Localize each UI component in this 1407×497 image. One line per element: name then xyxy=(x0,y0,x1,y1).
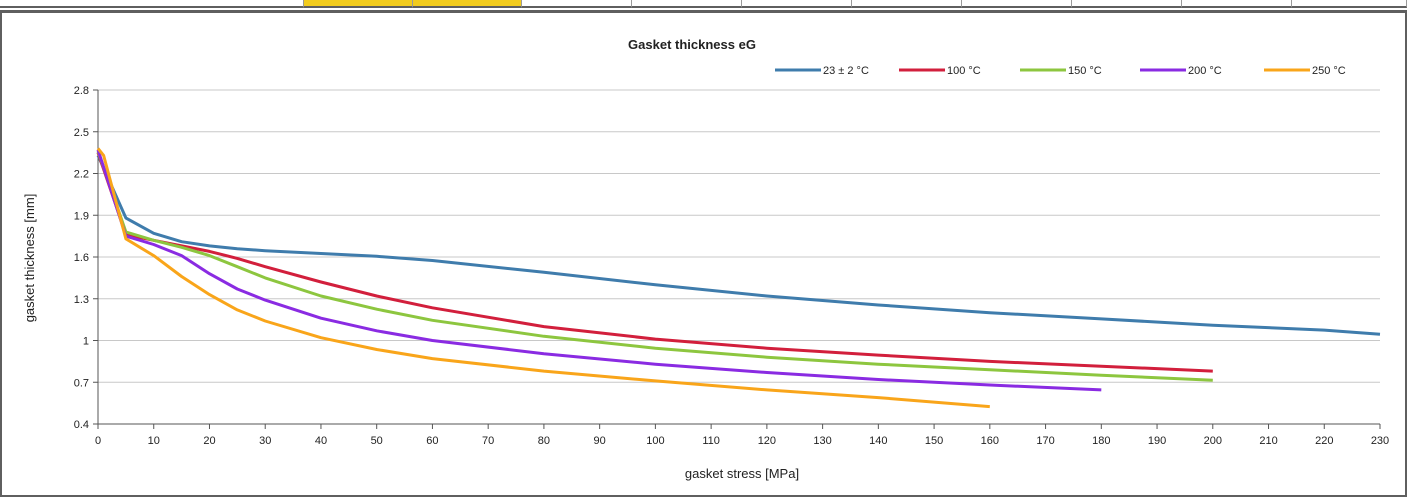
strip-cell xyxy=(522,0,632,8)
x-tick-label: 40 xyxy=(315,435,327,447)
strip-cell xyxy=(962,0,1072,8)
strip-cell xyxy=(632,0,742,8)
strip-cell xyxy=(0,0,304,8)
x-axis-title: gasket stress [MPa] xyxy=(685,466,799,481)
series-line-2 xyxy=(96,152,1213,373)
x-tick-label: 140 xyxy=(869,435,887,447)
x-tick-label: 50 xyxy=(371,435,383,447)
y-axis-title: gasket thickness [mm] xyxy=(22,194,37,323)
legend-label: 23 ± 2 °C xyxy=(823,65,869,77)
x-tick-label: 130 xyxy=(813,435,831,447)
y-tick-label: 2.2 xyxy=(74,169,89,181)
x-tick-label: 60 xyxy=(426,435,438,447)
x-tick-label: 20 xyxy=(203,435,215,447)
chart-panel: Gasket thickness eG 0.4 0.7 1 1.3 1.6 1.9 2.2 2… xyxy=(0,10,1407,497)
x-tick-label: 230 xyxy=(1371,435,1389,447)
x-tick-label: 10 xyxy=(148,435,160,447)
chart-title: Gasket thickness eG xyxy=(628,37,756,52)
legend-label: 150 °C xyxy=(1068,65,1102,77)
x-tick-label: 200 xyxy=(1204,435,1222,447)
y-tick-label: 1 xyxy=(83,336,89,348)
x-tick-label: 190 xyxy=(1148,435,1166,447)
series-line-3 xyxy=(96,150,1213,382)
x-tick-label: 0 xyxy=(95,435,101,447)
x-tick-label: 180 xyxy=(1092,435,1110,447)
y-tick-label: 1.9 xyxy=(74,210,89,222)
x-tick-label: 210 xyxy=(1259,435,1277,447)
strip-cell xyxy=(1292,0,1407,8)
strip-cell xyxy=(1182,0,1292,8)
legend-label: 200 °C xyxy=(1188,65,1222,77)
x-tick-label: 160 xyxy=(981,435,999,447)
x-tick-label: 170 xyxy=(1036,435,1054,447)
x-tick-label: 120 xyxy=(758,435,776,447)
x-tick-label: 220 xyxy=(1315,435,1333,447)
series-lines xyxy=(96,147,1381,409)
series-line-1 xyxy=(96,154,1381,336)
legend-label: 250 °C xyxy=(1312,65,1346,77)
x-tick-label: 110 xyxy=(702,435,720,447)
y-tick-label: 1.3 xyxy=(74,294,89,306)
strip-cell-highlight xyxy=(413,0,522,8)
series-line-4 xyxy=(96,149,1102,392)
series-line-5 xyxy=(96,147,990,409)
top-table-strip xyxy=(0,0,1407,10)
gridlines xyxy=(98,89,1380,383)
x-tick-label: 70 xyxy=(482,435,494,447)
y-tick-label: 2.5 xyxy=(74,127,89,139)
y-tick-label: 0.7 xyxy=(74,377,89,389)
strip-cell xyxy=(742,0,852,8)
y-tick-label: 1.6 xyxy=(74,252,89,264)
axes: 0.4 0.7 1 1.3 1.6 1.9 2.2 2.5 2.8 0 10 20 30 40 50 60 70… xyxy=(74,85,1389,447)
strip-cell xyxy=(852,0,962,8)
legend: 23 ± 2 °C 100 °C 150 °C 200 °C 250 °C xyxy=(775,65,1346,77)
x-tick-label: 80 xyxy=(538,435,550,447)
x-tick-label: 90 xyxy=(594,435,606,447)
x-tick-label: 150 xyxy=(925,435,943,447)
legend-label: 100 °C xyxy=(947,65,981,77)
y-tick-label: 2.8 xyxy=(74,85,89,97)
y-tick-label: 0.4 xyxy=(74,419,89,431)
line-chart: Gasket thickness eG 0.4 0.7 1 1.3 1.6 1.9 2.2 2… xyxy=(22,37,1389,481)
x-tick-label: 100 xyxy=(646,435,664,447)
strip-cell-highlight xyxy=(304,0,413,8)
strip-cell xyxy=(1072,0,1182,8)
x-tick-label: 30 xyxy=(259,435,271,447)
